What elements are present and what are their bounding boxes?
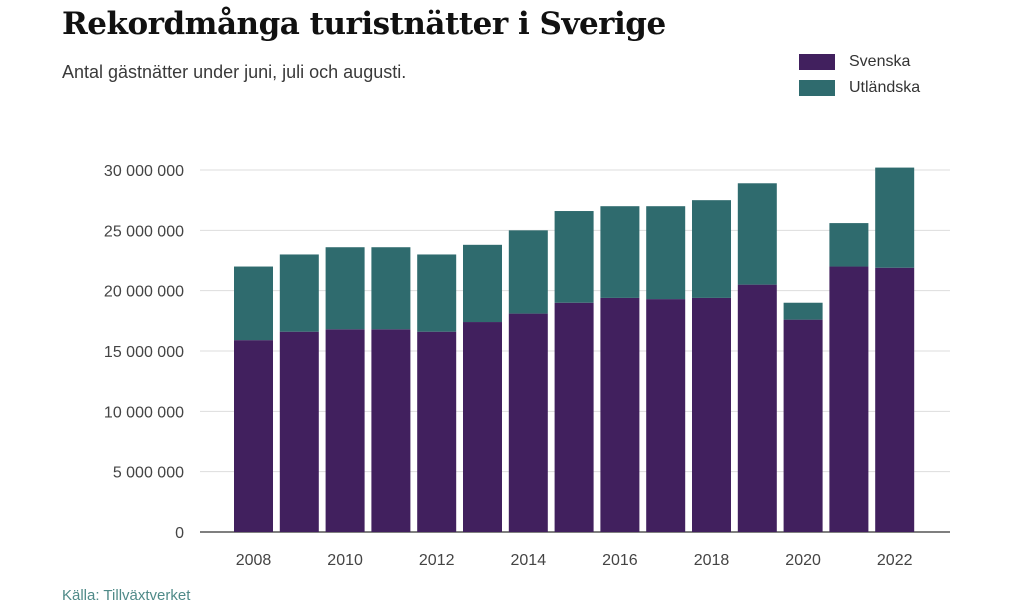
bar-utlandska-2009: [279, 254, 319, 332]
x-tick-label: 2010: [327, 552, 363, 569]
chart-subtitle: Antal gästnätter under juni, juli och au…: [62, 62, 407, 82]
bar-utlandska-2018: [692, 200, 731, 298]
x-tick-label: 2016: [602, 552, 638, 569]
source-note: Källa: Tillväxtverket: [62, 587, 191, 604]
legend-item-svenska: Svenska: [799, 49, 920, 75]
bar-utlandska-2017: [646, 206, 686, 300]
bar-svenska-2009: [279, 331, 319, 532]
y-axis-ticks: 0 5 000 000 10 000 000 15 000 000 20 000 000…: [104, 163, 184, 542]
bar-utlandska-2010: [325, 247, 365, 330]
bar-utlandska-2008: [234, 266, 273, 341]
y-tick-label: 20 000 000: [104, 284, 184, 301]
bar-utlandska-2019: [737, 183, 777, 285]
x-axis-ticks: 2008 2010 2012 2014 2016 2018 2020 2022: [236, 552, 913, 569]
bar-utlandska-2014: [508, 230, 548, 314]
y-tick-label: 25 000 000: [104, 223, 184, 240]
legend-item-utlandska: Utländska: [799, 75, 920, 101]
bar-svenska-2019: [737, 284, 777, 532]
bar-utlandska-2012: [417, 254, 457, 332]
legend: Svenska Utländska: [799, 49, 920, 101]
bar-utlandska-2016: [600, 206, 640, 298]
legend-swatch-svenska: [799, 54, 835, 70]
bar-svenska-2021: [829, 266, 869, 532]
y-tick-label: 5 000 000: [113, 465, 184, 482]
bar-svenska-2016: [600, 297, 640, 532]
bar-svenska-2022: [875, 267, 915, 532]
bar-svenska-2017: [646, 299, 686, 532]
bar-svenska-2018: [692, 297, 731, 532]
x-tick-label: 2008: [236, 552, 272, 569]
bars: [234, 167, 915, 532]
y-tick-label: 0: [175, 525, 184, 542]
bar-svenska-2012: [417, 331, 457, 532]
bar-utlandska-2011: [371, 247, 411, 330]
bar-svenska-2014: [508, 313, 548, 532]
x-tick-label: 2018: [694, 552, 730, 569]
bar-svenska-2010: [325, 329, 365, 532]
x-tick-label: 2022: [877, 552, 913, 569]
bar-svenska-2015: [554, 302, 594, 532]
legend-swatch-utlandska: [799, 80, 835, 96]
x-tick-label: 2012: [419, 552, 455, 569]
y-tick-label: 15 000 000: [104, 344, 184, 361]
bar-utlandska-2022: [875, 167, 915, 268]
chart-title: Rekordmånga turistnätter i Sverige: [62, 6, 666, 42]
y-tick-label: 30 000 000: [104, 163, 184, 180]
bar-utlandska-2020: [783, 302, 823, 320]
legend-label-svenska: Svenska: [849, 53, 911, 70]
x-tick-label: 2014: [511, 552, 547, 569]
bar-utlandska-2015: [554, 211, 594, 303]
bar-svenska-2008: [234, 340, 273, 532]
y-tick-label: 10 000 000: [104, 404, 184, 421]
bar-svenska-2020: [783, 319, 823, 532]
x-tick-label: 2020: [785, 552, 821, 569]
bar-utlandska-2021: [829, 223, 869, 267]
bar-svenska-2013: [463, 322, 502, 532]
legend-label-utlandska: Utländska: [849, 79, 921, 96]
bar-utlandska-2013: [463, 244, 502, 323]
bar-svenska-2011: [371, 329, 411, 532]
